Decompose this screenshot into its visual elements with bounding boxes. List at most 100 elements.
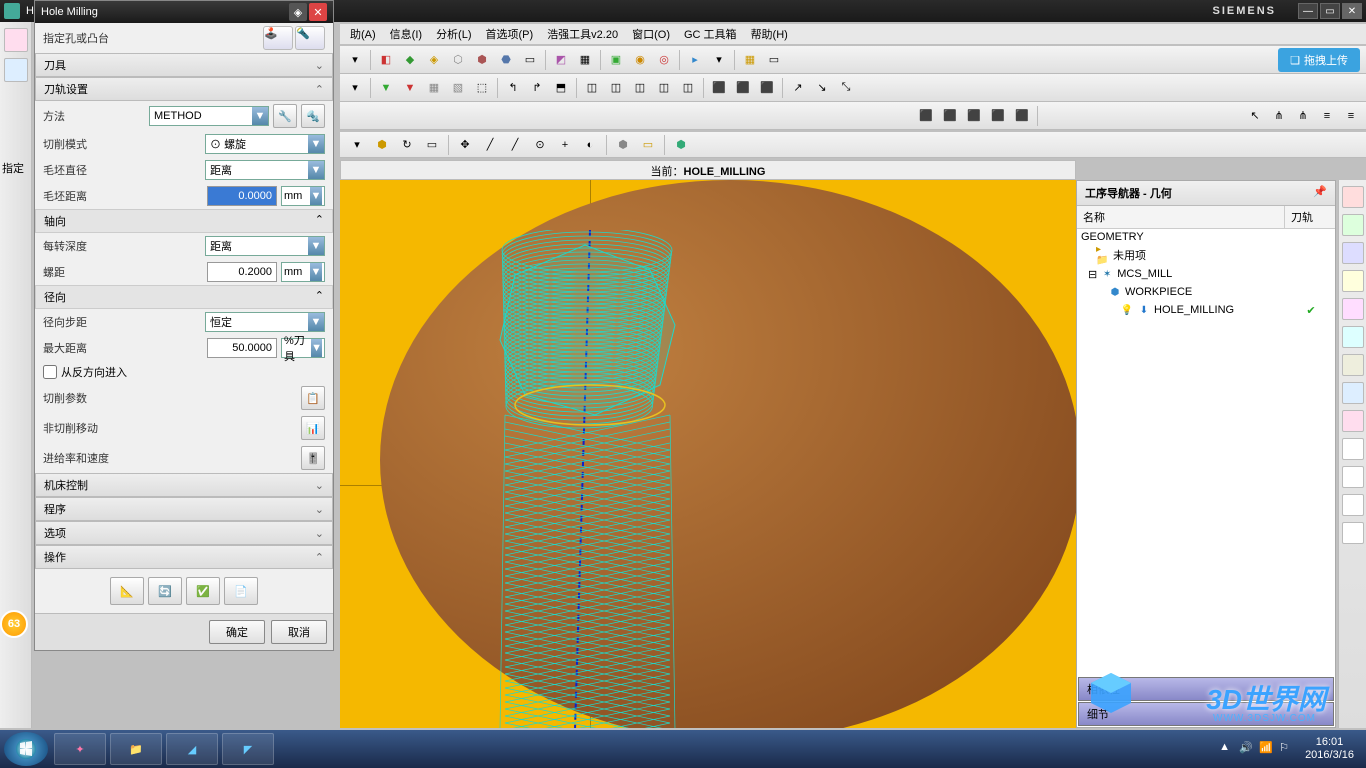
left-tool-2[interactable] (4, 58, 28, 82)
tb2-btn[interactable]: ⬛ (708, 77, 730, 99)
tb1-btn[interactable]: ⬡ (447, 49, 469, 71)
tb3-btn[interactable]: ⬛ (987, 105, 1009, 127)
tb3-btn[interactable]: ⋔ (1268, 105, 1290, 127)
nav-row-workpiece[interactable]: ⬢WORKPIECE (1077, 283, 1335, 301)
ok-button[interactable]: 确定 (209, 620, 265, 644)
rstrip-btn-5[interactable] (1342, 298, 1364, 320)
menu-item-7[interactable]: 帮助(H) (745, 26, 794, 42)
close-button[interactable]: ✕ (1342, 3, 1362, 19)
tb3-btn[interactable]: ⬛ (915, 105, 937, 127)
tb4-btn[interactable]: ↻ (396, 134, 418, 156)
tb2-btn[interactable]: ↘ (811, 77, 833, 99)
specify-hole-icon[interactable]: 🕹️ (263, 26, 293, 50)
task-item-3[interactable]: ◢ (166, 733, 218, 765)
generate-icon[interactable]: 📐 (110, 577, 144, 605)
maximize-button[interactable]: ▭ (1320, 3, 1340, 19)
tb1-btn[interactable]: ◧ (375, 49, 397, 71)
rstrip-btn-2[interactable] (1342, 214, 1364, 236)
pitch-input[interactable] (207, 262, 277, 282)
tb3-btn[interactable]: ⋔ (1292, 105, 1314, 127)
tb4-btn[interactable]: ╱ (479, 134, 501, 156)
rstrip-btn-6[interactable] (1342, 326, 1364, 348)
tb4-btn[interactable]: + (554, 134, 576, 156)
tb2-btn[interactable]: ◫ (677, 77, 699, 99)
dialog-titlebar[interactable]: Hole Milling ◈ ✕ (35, 1, 333, 23)
cutmode-select[interactable]: ⊙ 螺旋▼ (205, 134, 325, 154)
task-item-4[interactable]: ◤ (222, 733, 274, 765)
expand-icon[interactable]: ⊟ (1088, 268, 1097, 281)
tb4-btn[interactable]: ◐ (579, 134, 601, 156)
list-icon[interactable]: 📄 (224, 577, 258, 605)
tb2-btn[interactable]: ↱ (526, 77, 548, 99)
3d-viewport[interactable] (340, 180, 1076, 728)
tray-icon[interactable]: 📶 (1259, 741, 1275, 757)
tb1-btn[interactable]: ▭ (519, 49, 541, 71)
section-machine-control[interactable]: 机床控制⌄ (35, 473, 333, 497)
method-edit-icon[interactable]: 🔧 (273, 104, 297, 128)
tb2-btn[interactable]: ◫ (605, 77, 627, 99)
tb4-btn[interactable]: ✥ (454, 134, 476, 156)
menu-item-5[interactable]: 窗口(O) (626, 26, 676, 42)
tb3-btn[interactable]: ≡ (1340, 105, 1362, 127)
tb2-btn[interactable]: ⬚ (471, 77, 493, 99)
replay-icon[interactable]: 🔄 (148, 577, 182, 605)
rstrip-btn-9[interactable] (1342, 410, 1364, 432)
blankdiam-select[interactable]: 距离▼ (205, 160, 325, 180)
tb1-btn[interactable]: ◈ (423, 49, 445, 71)
section-tool[interactable]: 刀具⌄ (35, 53, 333, 77)
section-options[interactable]: 选项⌄ (35, 521, 333, 545)
tray-icon[interactable]: ▲ (1219, 741, 1235, 757)
specify-boss-icon[interactable]: 🔦 (295, 26, 325, 50)
tb2-btn[interactable]: ▾ (344, 77, 366, 99)
tray-icon[interactable]: 🔊 (1239, 741, 1255, 757)
tb2-btn[interactable]: ⬒ (550, 77, 572, 99)
rstrip-btn-13[interactable] (1342, 522, 1364, 544)
method-wrench-icon[interactable]: 🔩 (301, 104, 325, 128)
nav-row-unused[interactable]: ▸📁未用项 (1077, 245, 1335, 265)
tb2-btn[interactable]: ▼ (375, 77, 397, 99)
rstrip-btn-12[interactable] (1342, 494, 1364, 516)
dialog-pin-icon[interactable]: ◈ (289, 3, 307, 21)
task-item-2[interactable]: 📁 (110, 733, 162, 765)
tb4-btn[interactable]: ▭ (637, 134, 659, 156)
noncut-moves-icon[interactable]: 📊 (301, 416, 325, 440)
verify-icon[interactable]: ✅ (186, 577, 220, 605)
tb2-btn[interactable]: ▼ (399, 77, 421, 99)
rstrip-btn-3[interactable] (1342, 242, 1364, 264)
pitch-unit[interactable]: mm▼ (281, 262, 325, 282)
tb2-btn[interactable]: ◫ (581, 77, 603, 99)
section-path-settings[interactable]: 刀轨设置⌃ (35, 77, 333, 101)
method-select[interactable]: METHOD▼ (149, 106, 269, 126)
tb1-btn[interactable]: ▦ (574, 49, 596, 71)
tray-icon[interactable]: ⚐ (1279, 741, 1295, 757)
tray-icons[interactable]: ▲ 🔊 📶 ⚐ (1219, 741, 1295, 757)
nav-col-name[interactable]: 名称 (1077, 206, 1285, 228)
tb1-btn[interactable]: ▣ (605, 49, 627, 71)
start-button[interactable] (4, 732, 48, 766)
tb1-btn[interactable]: ◎ (653, 49, 675, 71)
tb3-btn[interactable]: ⬛ (939, 105, 961, 127)
nav-col-path[interactable]: 刀轨 (1285, 206, 1335, 228)
rstrip-btn-1[interactable] (1342, 186, 1364, 208)
tb2-btn[interactable]: ◫ (629, 77, 651, 99)
tb4-btn[interactable]: ▾ (346, 134, 368, 156)
tb3-btn[interactable]: ↖ (1244, 105, 1266, 127)
tb1-btn[interactable]: ◆ (399, 49, 421, 71)
tb4-btn[interactable]: ▭ (421, 134, 443, 156)
subsection-axial[interactable]: 轴向⌃ (35, 209, 333, 233)
rstrip-btn-10[interactable] (1342, 438, 1364, 460)
tb2-btn[interactable]: ▦ (423, 77, 445, 99)
left-tool-1[interactable] (4, 28, 28, 52)
tb2-btn[interactable]: ⬛ (756, 77, 778, 99)
tb2-btn[interactable]: ⬛ (732, 77, 754, 99)
tb2-btn[interactable]: ▧ (447, 77, 469, 99)
blankdist-unit[interactable]: mm▼ (281, 186, 325, 206)
dialog-close-icon[interactable]: ✕ (309, 3, 327, 21)
section-operate[interactable]: 操作⌃ (35, 545, 333, 569)
tb3-btn[interactable]: ⬛ (1011, 105, 1033, 127)
menu-item-3[interactable]: 首选项(P) (480, 26, 540, 42)
reverse-direction-checkbox[interactable] (43, 365, 57, 379)
tb2-btn[interactable]: ◫ (653, 77, 675, 99)
tb4-btn[interactable]: ⬢ (612, 134, 634, 156)
tb2-btn[interactable]: ⤡ (835, 77, 857, 99)
